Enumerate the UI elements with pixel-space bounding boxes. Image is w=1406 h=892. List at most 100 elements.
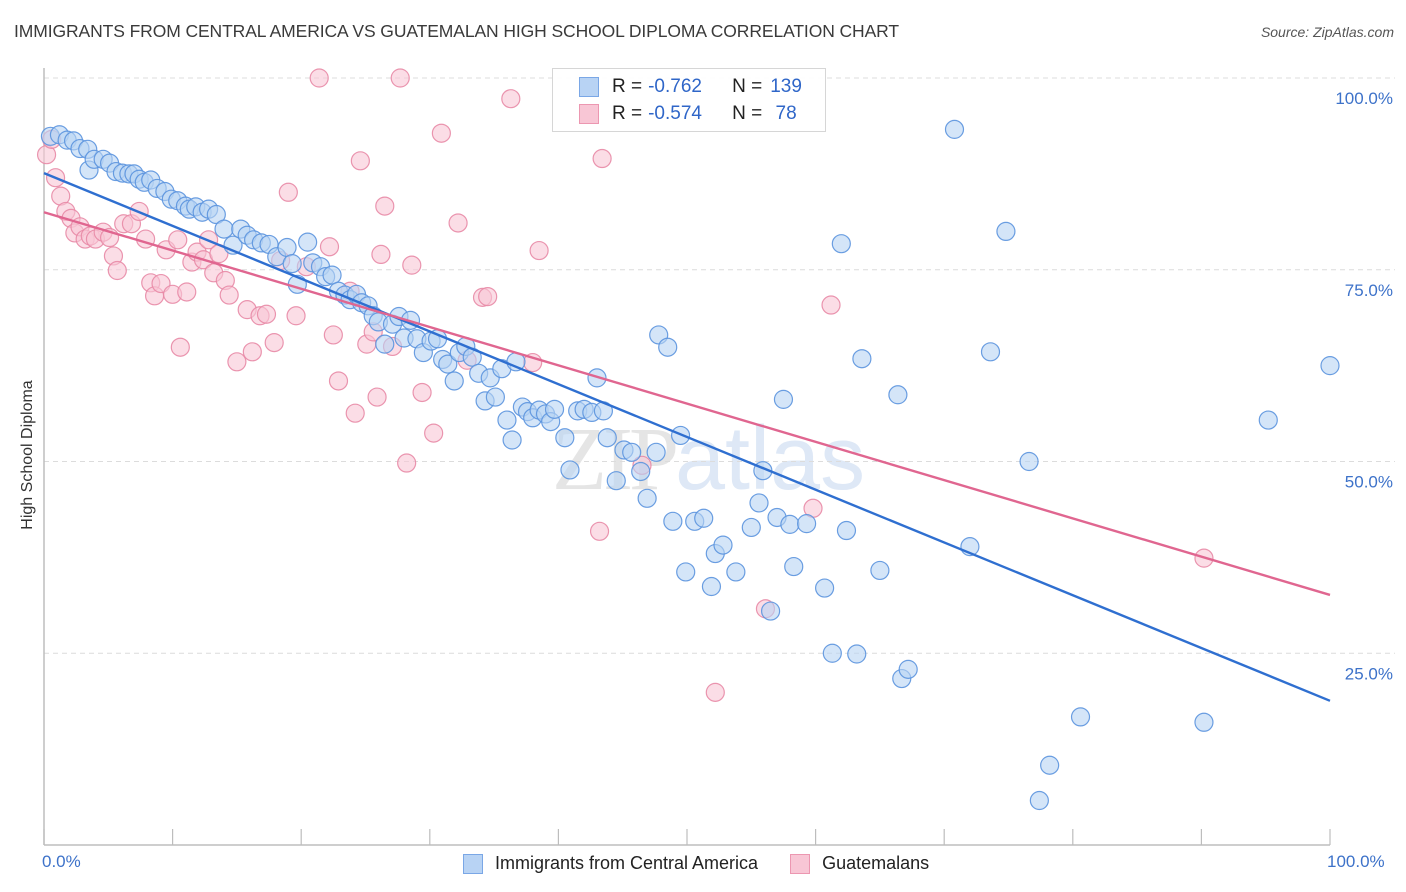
guatemalans-point [448,213,468,233]
legend-swatch-pink [790,853,811,874]
guatemalans-point [821,295,841,315]
guatemalans-point [242,342,262,362]
central-america-point [980,342,1001,362]
source-credit: Source: ZipAtlas.com [1260,24,1394,40]
guatemalans-point [390,68,410,88]
central-america-point [694,508,714,528]
legend-n-value: 139 [770,76,802,97]
legend-n-label: N = [732,76,763,97]
central-america-point [1040,755,1060,775]
grid-lines [44,77,1395,654]
central-america-point [375,334,395,354]
central-america-point [555,428,575,448]
central-america-point [898,659,918,679]
central-america-point [658,337,678,357]
central-america-point [944,119,965,139]
central-america-point [741,517,761,538]
central-america-point [485,387,505,407]
guatemalans-point [350,151,370,171]
guatemalans-point [402,255,422,275]
central-america-point [637,488,657,508]
central-america-point [996,221,1016,241]
central-america-point [277,237,297,258]
central-america-point [784,556,804,577]
guatemalans-point [328,371,349,391]
legend-swatch-blue [463,853,483,874]
guatemalans-point [478,286,498,307]
legend-row-central-america: R = -0.762 N = 139 [579,75,802,99]
guatemalans-point [529,240,549,261]
legend-row-guatemalans: R = -0.574 N = 78 [579,102,797,126]
guatemalans-point [107,260,127,281]
central-america-point [214,219,234,239]
central-america-point [438,354,458,374]
legend-n-label: N = [732,103,763,124]
guatemalans-point [319,237,340,257]
central-america-point [852,349,872,369]
series-legend: Immigrants from Central America Guatemal… [463,853,961,874]
series-central-america-points [40,119,1340,811]
legend-n-value: 78 [770,103,797,124]
legend-swatch-blue [579,77,599,97]
central-america-point [560,460,580,480]
legend-swatch-pink [579,104,599,124]
central-america-point [631,461,651,482]
central-america-point [773,389,794,409]
legend-label: Guatemalans [822,853,930,873]
central-america-point [622,442,642,462]
x-tick-label-max: 100.0% [1327,852,1385,871]
central-america-point [760,601,781,621]
legend-item-guatemalans[interactable]: Guatemalans [790,853,929,874]
central-america-point [1194,712,1214,732]
central-america-point [822,643,842,663]
central-america-point [1070,707,1091,727]
central-america-point [726,562,746,582]
guatemalans-point [412,382,432,403]
chart-title: IMMIGRANTS FROM CENTRAL AMERICA VS GUATE… [14,21,899,41]
guatemalans-point [256,304,277,324]
legend-item-central-america[interactable]: Immigrants from Central America [463,853,758,874]
central-america-point [1029,790,1049,811]
central-america-point [847,644,867,664]
y-tick-label: 100.0% [1335,89,1393,108]
central-america-point [888,385,908,405]
y-tick-label: 50.0% [1345,473,1393,492]
guatemalans-point [589,521,610,541]
central-america-point [444,371,464,391]
central-america-point [701,576,722,597]
guatemalans-point [170,337,190,357]
central-america-point [1258,410,1278,430]
guatemalans-point [309,68,329,88]
central-america-point [1320,356,1340,376]
y-tick-label: 25.0% [1345,664,1393,683]
central-america-point [796,514,817,534]
guatemalans-point [424,423,444,443]
central-america-point [780,514,800,534]
legend-r-label: R = [612,76,643,97]
guatemalans-point [397,453,417,473]
guatemalans-point [371,244,391,265]
central-america-point [815,578,835,598]
guatemalans-point [592,148,612,169]
x-ticks [43,829,1331,845]
y-tick-labels: 25.0% 50.0% 75.0% 100.0% [1335,89,1393,683]
legend-r-value: -0.762 [648,76,702,97]
guatemalans-point [367,387,387,407]
central-america-point [870,560,890,581]
central-america-point [749,493,769,513]
guatemalans-point [345,403,365,423]
legend-label: Immigrants from Central America [495,853,759,873]
central-america-point [676,562,696,582]
guatemalans-point [431,123,451,143]
central-america-point [836,520,857,541]
x-tick-label-min: 0.0% [42,852,81,871]
central-america-point [1019,451,1039,472]
trend-lines [43,171,1331,702]
central-america-point [282,254,302,274]
guatemalans-point [323,325,343,345]
axes [43,68,1330,846]
guatemalans-point [501,89,521,109]
central-america-point [322,265,342,285]
central-america-point [831,234,851,254]
guatemalans-point [219,285,239,305]
